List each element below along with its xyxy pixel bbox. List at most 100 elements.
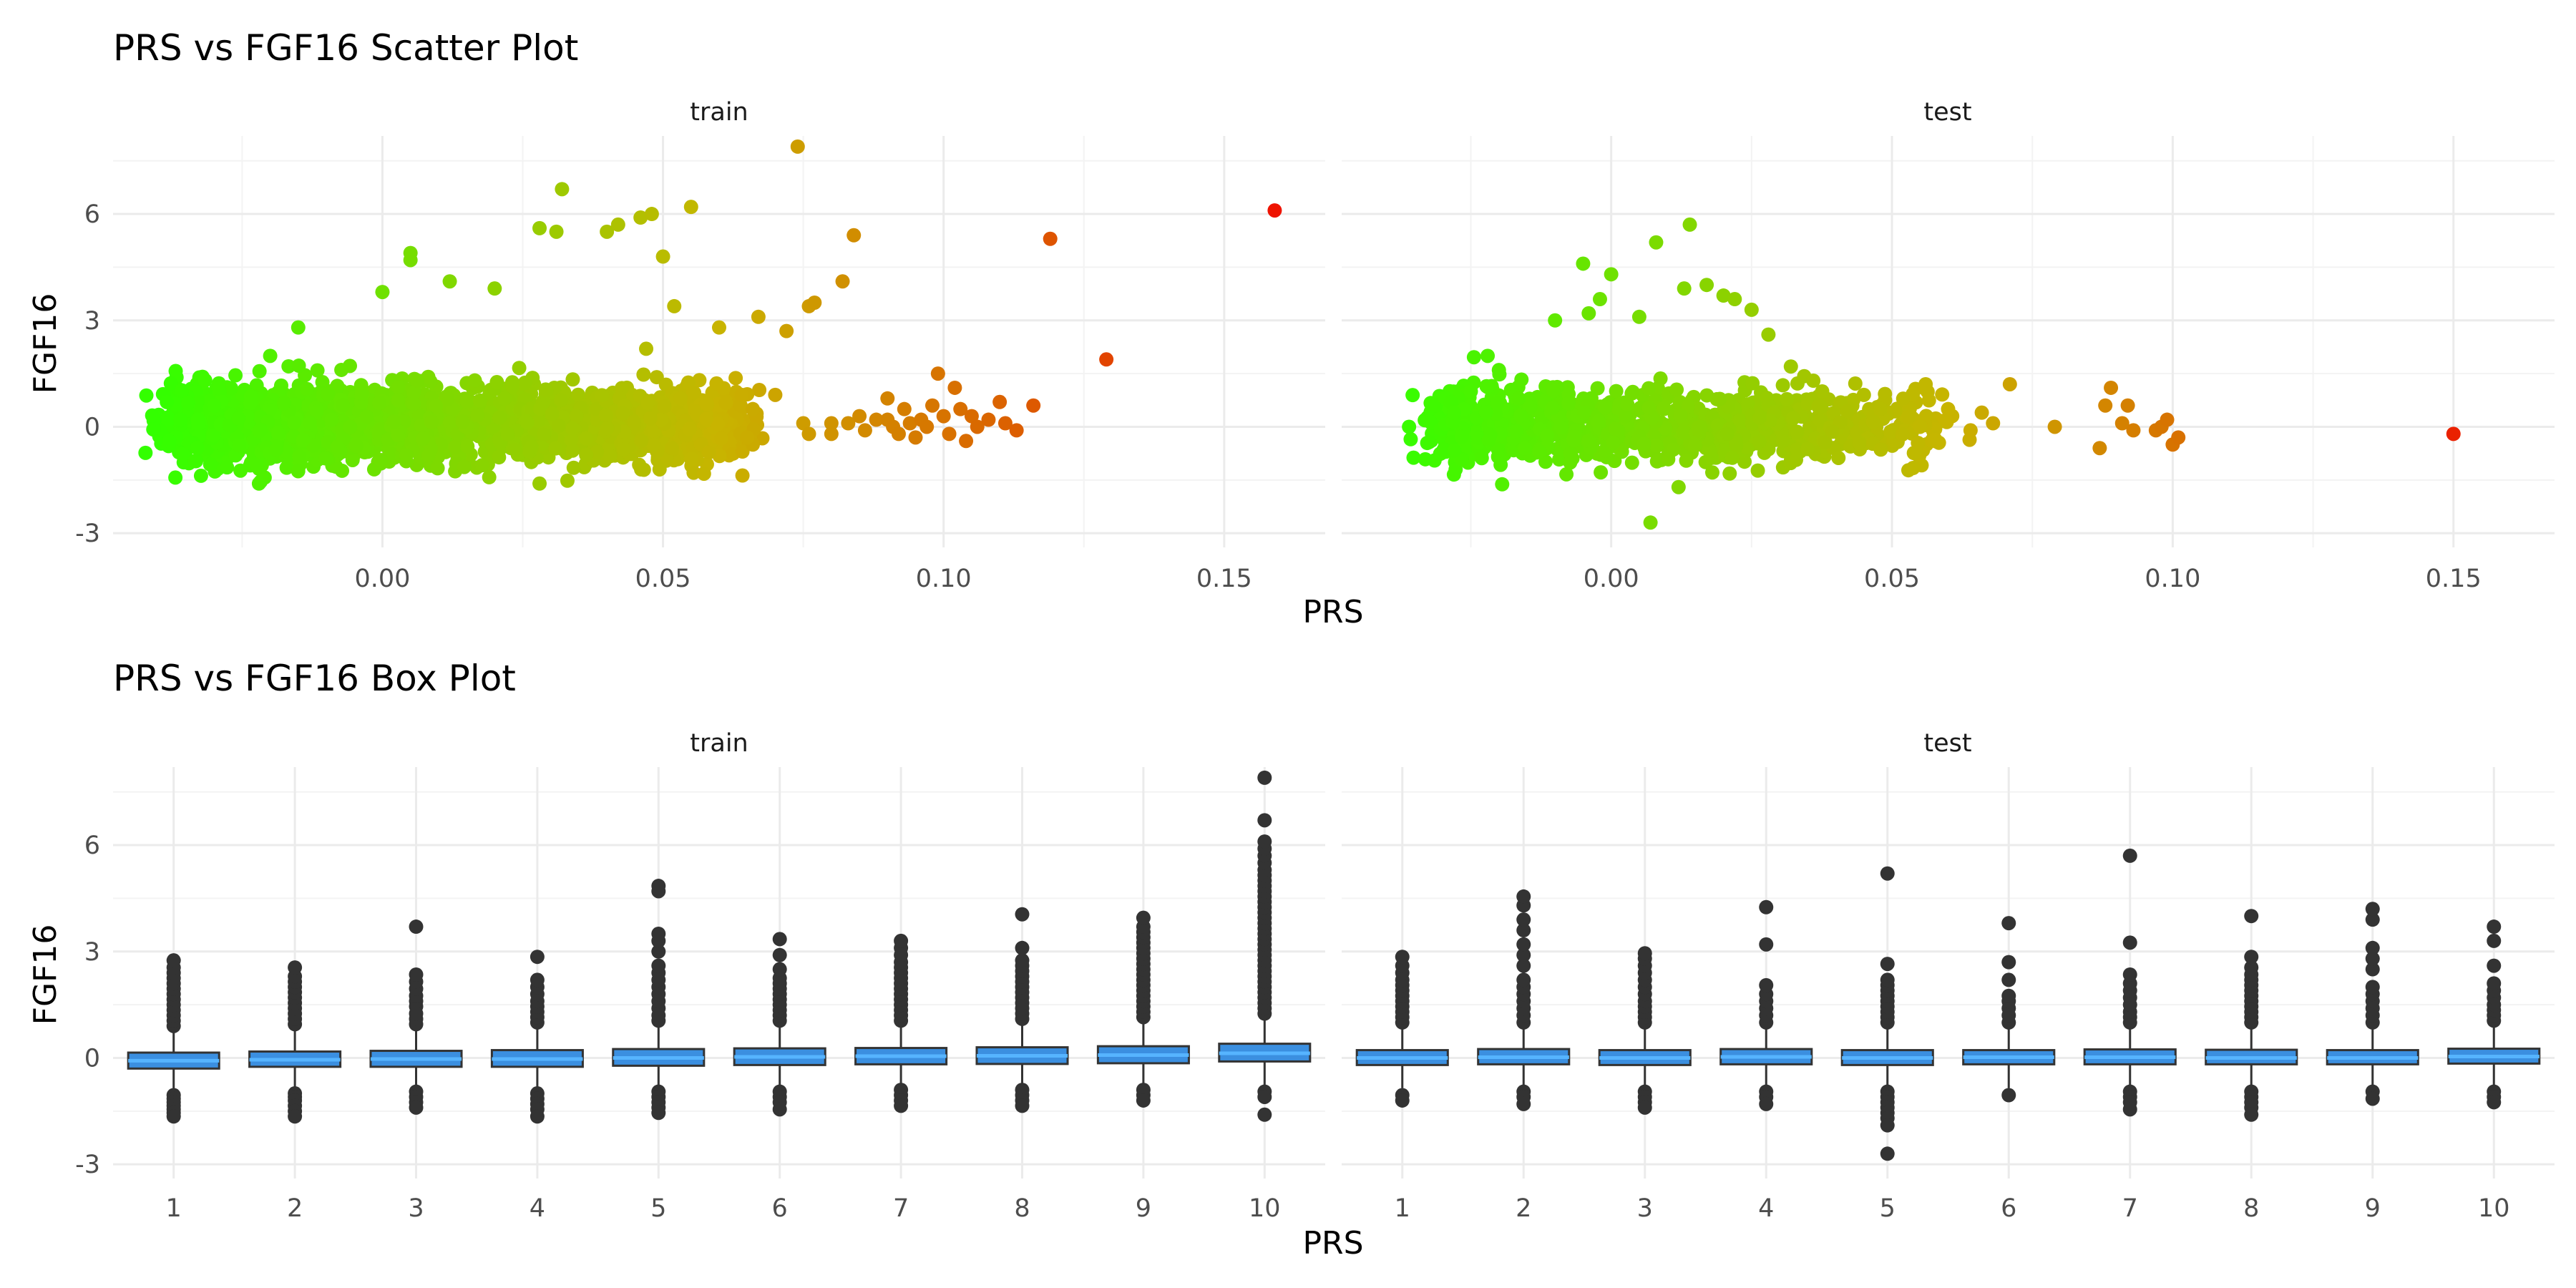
data-point — [175, 447, 190, 462]
x-tick-label: 4 — [530, 1194, 545, 1223]
outlier-point — [2122, 967, 2137, 982]
x-tick-label: 10 — [1249, 1194, 1281, 1223]
data-point — [406, 386, 421, 401]
outlier-point — [2365, 1091, 2380, 1106]
data-point — [253, 422, 268, 437]
data-point — [1481, 433, 1496, 448]
data-point — [964, 409, 979, 424]
outlier-point — [2365, 912, 2380, 927]
data-point — [1711, 418, 1726, 433]
data-point — [1649, 454, 1664, 469]
outlier-point — [530, 950, 545, 965]
data-point — [281, 358, 296, 374]
data-point — [531, 413, 546, 428]
data-point — [779, 323, 794, 338]
data-point — [549, 224, 564, 239]
data-point — [1873, 401, 1888, 416]
data-point — [824, 426, 839, 441]
data-point — [686, 385, 701, 400]
data-point — [197, 373, 213, 388]
data-point — [1750, 463, 1765, 478]
data-point — [403, 253, 418, 268]
x-tick-label: 8 — [2243, 1194, 2259, 1223]
data-point — [1594, 465, 1609, 480]
data-point — [1790, 424, 1805, 439]
data-point — [2171, 430, 2186, 445]
data-point — [1856, 387, 1871, 402]
data-point — [1745, 376, 1760, 391]
data-point — [664, 441, 679, 456]
x-tick-label: 9 — [2365, 1194, 2381, 1223]
outlier-point — [1395, 950, 1410, 965]
data-point — [579, 447, 594, 462]
y-tick-label: -3 — [75, 1151, 100, 1179]
box-strip-test: test — [1923, 729, 1971, 758]
box-title: PRS vs FGF16 Box Plot — [113, 658, 516, 699]
data-point — [1671, 479, 1686, 494]
outlier-point — [409, 967, 424, 982]
outlier-point — [1257, 834, 1272, 849]
data-point — [1785, 411, 1800, 426]
data-point — [391, 379, 406, 394]
data-point — [2002, 376, 2017, 391]
data-point — [1559, 467, 1574, 482]
data-point — [1509, 424, 1524, 439]
outlier-point — [2365, 940, 2380, 955]
data-point — [421, 369, 436, 384]
data-point — [598, 408, 613, 423]
data-point — [517, 375, 532, 390]
data-point — [442, 274, 457, 289]
data-point — [421, 448, 436, 463]
data-point — [751, 309, 766, 324]
outlier-point — [409, 919, 424, 935]
data-point — [1740, 440, 1755, 455]
data-point — [835, 274, 850, 289]
data-point — [897, 401, 912, 416]
outlier-point — [1257, 1089, 1272, 1104]
data-point — [880, 391, 895, 406]
data-point — [796, 416, 811, 431]
outlier-point — [2365, 962, 2380, 977]
y-tick-label: -3 — [75, 519, 100, 548]
y-tick-label: 6 — [84, 200, 100, 229]
data-point — [439, 392, 454, 407]
data-point — [192, 395, 207, 410]
outlier-point — [2487, 976, 2502, 991]
data-point — [1722, 466, 1737, 481]
data-point — [869, 412, 884, 427]
data-point — [2098, 398, 2113, 413]
data-point — [565, 443, 580, 458]
box-panel-train: 1 2 3 4 5 6 7 8 9 10 -3 0 3 6 — [75, 767, 1325, 1223]
data-point — [807, 295, 822, 310]
data-point — [981, 412, 996, 427]
data-point — [1831, 450, 1846, 465]
data-point — [646, 437, 661, 452]
data-point — [713, 431, 728, 446]
data-point — [545, 406, 560, 421]
data-point — [1636, 436, 1652, 452]
data-point — [1523, 399, 1538, 414]
outlier-point — [1759, 1096, 1774, 1111]
data-point — [936, 409, 951, 424]
data-point — [551, 418, 566, 433]
y-tick-label: 0 — [84, 1044, 100, 1073]
data-point — [482, 469, 497, 484]
data-point — [1470, 430, 1485, 445]
data-point — [1840, 404, 1855, 419]
data-point — [1649, 438, 1664, 453]
data-point — [686, 465, 701, 480]
data-point — [1474, 451, 1489, 466]
data-point — [138, 445, 153, 460]
data-point — [1653, 371, 1668, 386]
data-point — [1661, 452, 1676, 467]
outlier-point — [2365, 902, 2380, 917]
data-point — [1818, 435, 1833, 450]
data-point — [391, 428, 406, 443]
data-point — [492, 410, 507, 425]
scatter-strip-test: test — [1923, 98, 1971, 127]
data-point — [472, 393, 487, 408]
x-tick-label: 5 — [650, 1194, 666, 1223]
data-point — [500, 426, 515, 441]
data-point — [455, 414, 470, 429]
